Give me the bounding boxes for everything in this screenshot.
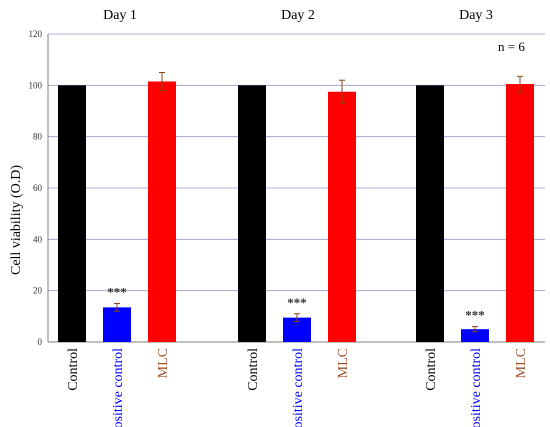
bar <box>328 91 356 342</box>
day-label: Day 3 <box>459 8 493 23</box>
bar <box>58 85 86 342</box>
category-label: Control <box>424 348 439 391</box>
bar <box>461 329 489 342</box>
bars <box>58 72 534 343</box>
category-label: MLC <box>156 348 171 378</box>
y-tick-label: 0 <box>38 337 43 347</box>
category-label: Positive control <box>291 348 306 427</box>
sample-size-annotation: n = 6 <box>498 39 525 54</box>
y-tick-label: 100 <box>29 80 43 90</box>
bar <box>238 85 266 342</box>
significance-marker: *** <box>465 308 485 323</box>
day-label: Day 2 <box>281 8 315 23</box>
y-tick-label: 80 <box>33 132 43 142</box>
y-tick-label: 40 <box>33 234 43 244</box>
category-label: MLC <box>336 348 351 378</box>
bar <box>506 84 534 343</box>
day-label: Day 1 <box>103 8 137 23</box>
y-tick-label: 60 <box>33 183 43 193</box>
significance-marker: *** <box>107 285 127 300</box>
category-label: Positive control <box>469 348 484 427</box>
y-tick-label: 20 <box>33 286 43 296</box>
gridlines <box>48 33 545 292</box>
bar <box>416 85 444 342</box>
category-label: Control <box>66 348 81 391</box>
category-label: MLC <box>514 348 529 378</box>
significance-marker: *** <box>287 295 307 310</box>
y-axis-label: Cell viability (O.D) <box>9 165 24 275</box>
category-label: Control <box>246 348 261 391</box>
y-tick-label: 120 <box>29 29 43 39</box>
bar <box>103 307 131 342</box>
category-label: Positive control <box>111 348 126 427</box>
labels: Day 1 Control *** Positive control MLC Day 2 C… <box>66 8 529 427</box>
bar <box>148 81 176 342</box>
